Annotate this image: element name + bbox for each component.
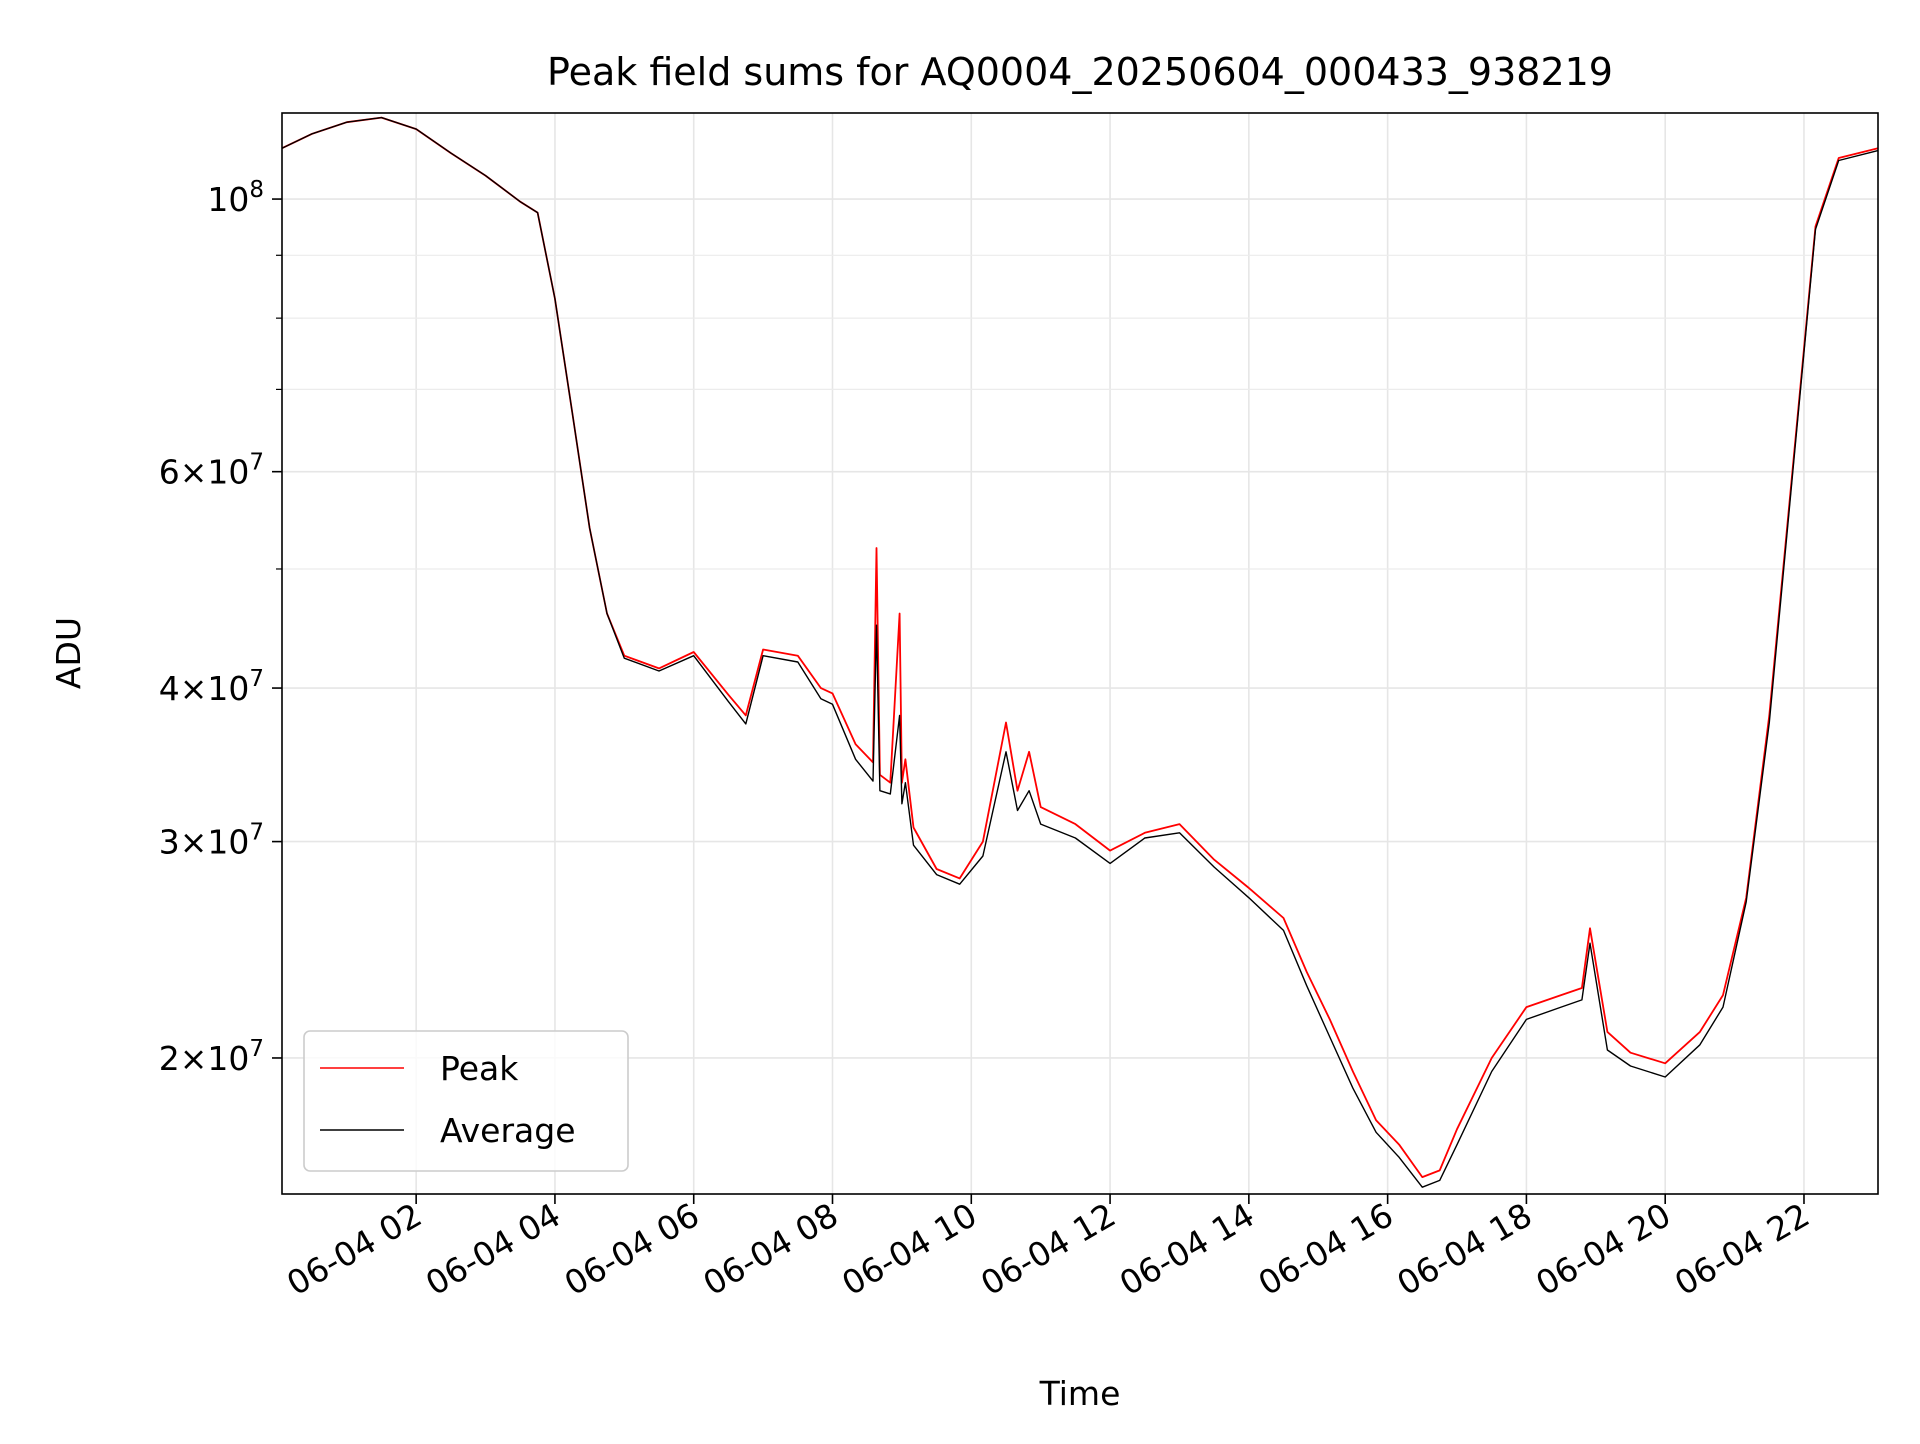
y-tick-mantissa: 6×10: [159, 453, 250, 492]
y-tick-mantissa: 10: [207, 180, 249, 219]
legend-box: [303, 1030, 629, 1172]
chart-title: Peak field sums for AQ0004_20250604_0004…: [547, 50, 1613, 94]
y-tick-exponent: 7: [249, 820, 264, 846]
legend: Peak Average: [303, 1030, 629, 1172]
grid-lines: [282, 113, 1878, 1194]
y-tick-mantissa: 2×10: [159, 1039, 250, 1078]
y-axis-label: ADU: [49, 617, 88, 689]
series-line-average: [281, 116, 1879, 1188]
legend-label-peak: Peak: [440, 1049, 519, 1088]
y-tick-label: 3×107: [159, 820, 264, 862]
y-tick-exponent: 7: [249, 1036, 264, 1062]
x-axis-label: Time: [1039, 1374, 1121, 1413]
series-layer: [281, 116, 1879, 1188]
legend-label-average: Average: [440, 1111, 576, 1150]
y-tick-mantissa: 4×10: [159, 669, 250, 708]
y-tick-label: 108: [207, 177, 264, 219]
y-tick-exponent: 7: [249, 666, 264, 692]
y-tick-label: 6×107: [159, 450, 264, 492]
y-tick-exponent: 7: [249, 450, 264, 476]
y-tick-exponent: 8: [249, 177, 264, 203]
plot-frame: [281, 112, 1879, 1195]
y-tick-mantissa: 3×10: [159, 823, 250, 862]
y-tick-label: 2×107: [159, 1036, 264, 1078]
y-tick-label: 4×107: [159, 666, 264, 708]
